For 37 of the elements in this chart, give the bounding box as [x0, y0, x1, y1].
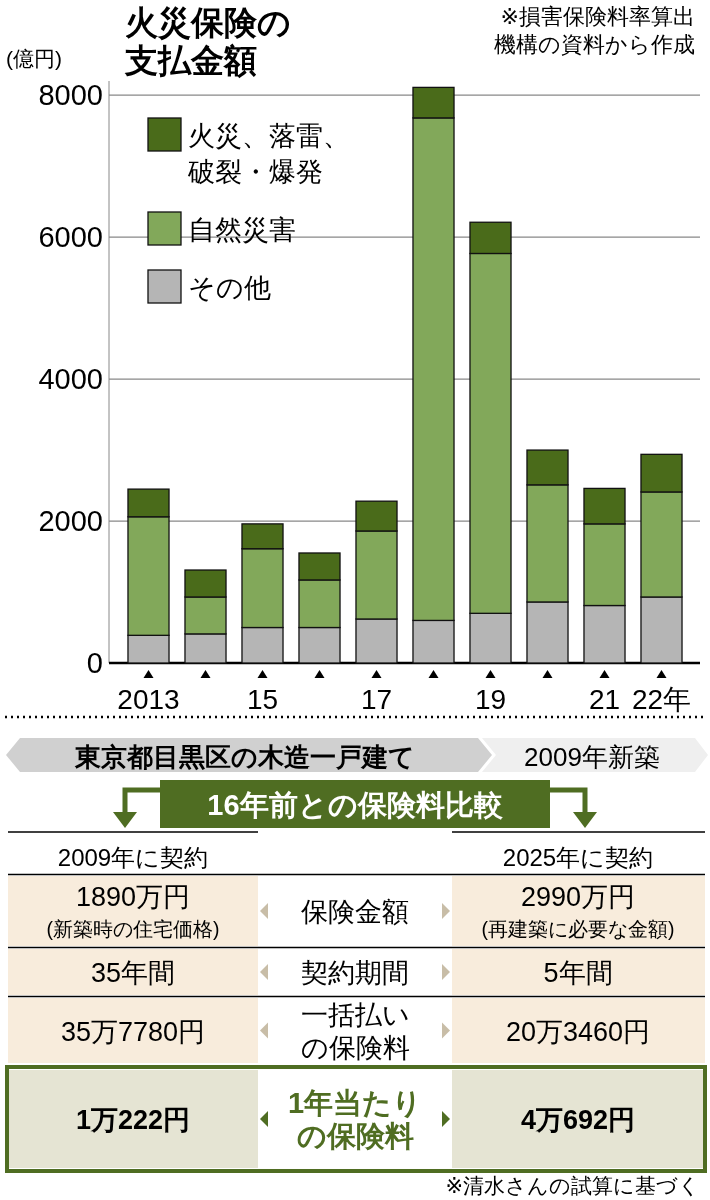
text: (新築時の住宅価格): [46, 918, 220, 940]
text: 2025年に契約: [502, 844, 654, 871]
chart-title: 火災保険の支払金額: [124, 4, 291, 79]
text: 1万222円: [75, 1105, 191, 1135]
text: 2990万円: [520, 882, 636, 912]
text: 1年当たりの保険料: [287, 1086, 423, 1152]
y-tick-label: 2000: [38, 505, 103, 538]
x-tick-label: 2013: [117, 684, 180, 715]
text: 35年間: [90, 958, 176, 988]
text: 一括払いの保険料: [300, 1000, 410, 1063]
y-tick-label: 8000: [38, 79, 103, 112]
x-tick-label: 15: [246, 684, 279, 715]
x-tick-label: 22年: [631, 684, 692, 715]
y-tick-label: 0: [86, 647, 103, 679]
text: ※損害保険料率算出機構の資料から作成: [494, 4, 695, 57]
text: 4万692円: [520, 1105, 636, 1135]
y-tick-label: 4000: [38, 363, 103, 396]
y-axis-title: (億円): [6, 47, 62, 70]
x-tick-label: 19: [474, 684, 507, 715]
text: 東京都目黒区の木造一戸建て: [74, 742, 415, 772]
text: 2009年に契約: [57, 844, 209, 871]
text: (再建築に必要な金額): [481, 918, 675, 940]
text: 保険金額: [301, 897, 409, 927]
text: 20万3460円: [505, 1016, 651, 1047]
text: ※清水さんの試算に基づく: [445, 1174, 700, 1197]
text: 契約期間: [301, 958, 409, 988]
legend-label: 自然災害: [188, 215, 296, 245]
x-tick-label: 17: [360, 684, 393, 715]
text: 2009年新築: [524, 742, 660, 772]
x-tick-label: 21: [588, 684, 621, 715]
text: 16年前との保険料比較: [207, 789, 503, 821]
text: 1890万円: [75, 882, 191, 912]
legend-label: その他: [188, 273, 271, 303]
text: 35万7780円: [60, 1016, 206, 1047]
text: 5年間: [543, 958, 613, 988]
y-tick-label: 6000: [38, 221, 103, 254]
legend-label: 火災、落雷、破裂・爆発: [187, 121, 350, 187]
